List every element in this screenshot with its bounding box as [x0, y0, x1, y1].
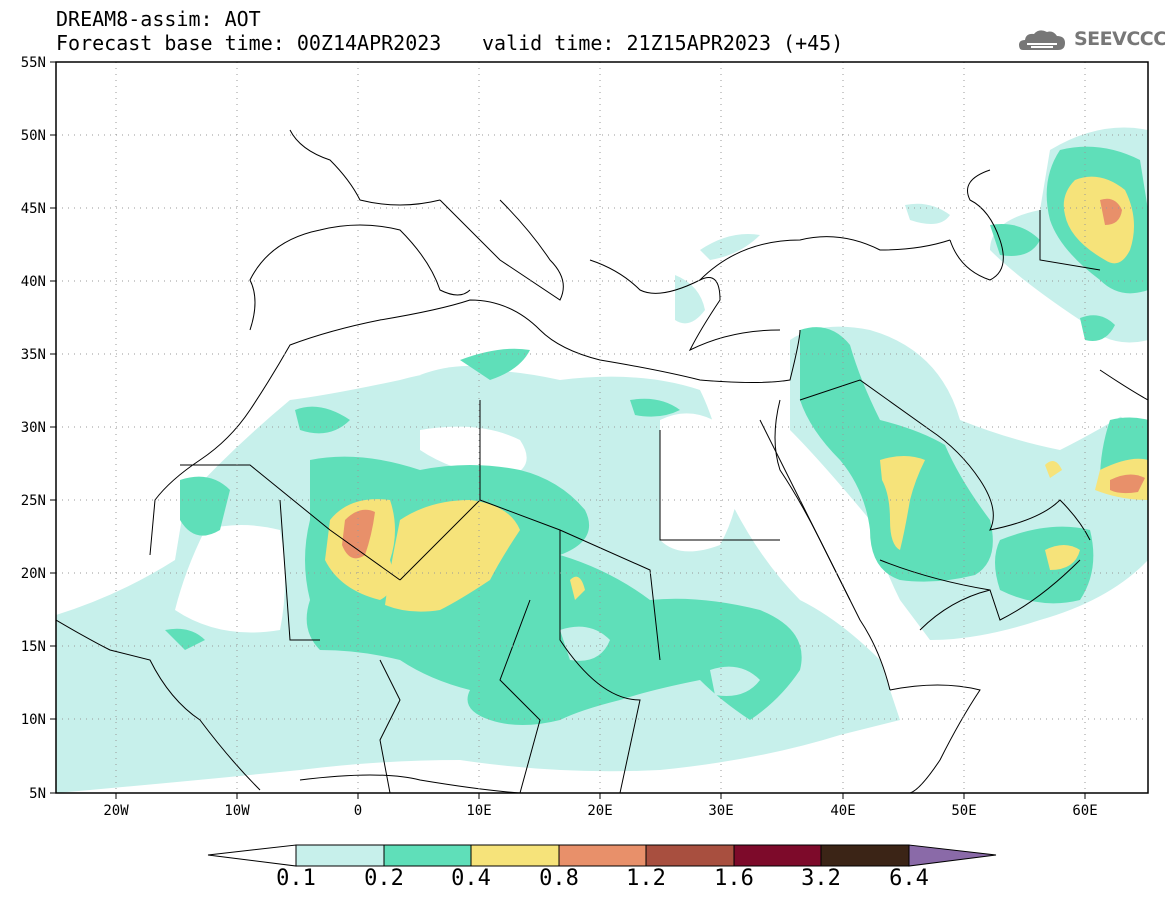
lat-label: 55N	[21, 55, 46, 71]
colorbar-labels: 0.1 0.2 0.4 0.8 1.2 1.6 3.2 6.4	[0, 866, 1165, 896]
lat-label: 50N	[21, 128, 46, 144]
colorbar	[207, 844, 997, 867]
logo-text: SEEVCCC	[1074, 28, 1165, 50]
forecast-base-time: Forecast base time: 00Z14APR2023	[56, 31, 442, 55]
map-title: DREAM8-assim: AOT	[56, 7, 261, 31]
colorbar-label: 0.2	[364, 866, 404, 891]
colorbar-label: 0.8	[539, 866, 579, 891]
lat-label: 40N	[21, 274, 46, 290]
colorbar-label: 0.4	[451, 866, 491, 891]
colorbar-segment	[295, 844, 385, 867]
lon-label: 50E	[951, 803, 976, 819]
colorbar-low-arrow	[207, 844, 297, 867]
lat-label: 25N	[21, 493, 46, 509]
lat-label: 20N	[21, 566, 46, 582]
lon-label: 20W	[103, 803, 129, 819]
cloud-logo-icon	[1019, 30, 1065, 50]
gridlines	[56, 62, 1148, 793]
colorbar-segment	[558, 844, 647, 867]
colorbar-segment	[470, 844, 560, 867]
lon-label: 10W	[224, 803, 250, 819]
lat-label: 35N	[21, 347, 46, 363]
colorbar-label: 0.1	[276, 866, 316, 891]
lon-label: 20E	[587, 803, 612, 819]
colorbar-label: 6.4	[889, 866, 929, 891]
colorbar-segment	[383, 844, 472, 867]
lat-label: 15N	[21, 639, 46, 655]
lat-label: 30N	[21, 420, 46, 436]
tick-marks	[50, 61, 1086, 799]
colorbar-segment	[645, 844, 735, 867]
colorbar-high-arrow	[908, 844, 997, 867]
colorbar-label: 1.6	[714, 866, 754, 891]
aot-contours	[56, 127, 1148, 793]
coastlines-borders	[56, 129, 1148, 793]
lon-label: 0	[354, 803, 362, 819]
lon-label: 60E	[1072, 803, 1097, 819]
lon-label: 30E	[708, 803, 733, 819]
colorbar-segment	[820, 844, 910, 867]
lat-label: 45N	[21, 201, 46, 217]
lat-label: 10N	[21, 712, 46, 728]
colorbar-label: 3.2	[801, 866, 841, 891]
colorbar-label: 1.2	[626, 866, 666, 891]
lon-label: 10E	[466, 803, 491, 819]
lon-label: 40E	[830, 803, 855, 819]
valid-time: valid time: 21Z15APR2023 (+45)	[482, 31, 844, 55]
lat-label: 5N	[29, 786, 46, 802]
colorbar-segment	[733, 844, 822, 867]
